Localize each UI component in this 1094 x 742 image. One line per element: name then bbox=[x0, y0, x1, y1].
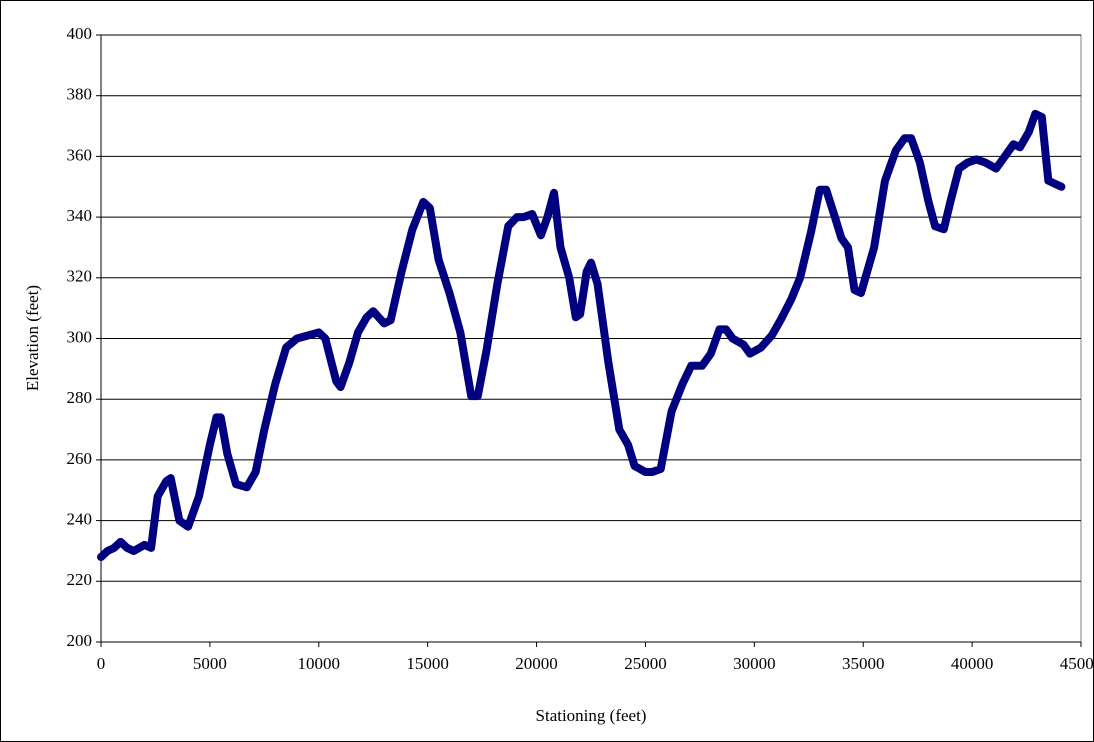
x-tick-label: 20000 bbox=[515, 654, 558, 673]
x-axis-title: Stationing (feet) bbox=[536, 706, 647, 725]
y-tick-label: 220 bbox=[67, 570, 93, 589]
y-tick-label: 380 bbox=[67, 85, 93, 104]
x-tick-label: 0 bbox=[97, 654, 106, 673]
y-tick-label: 320 bbox=[67, 267, 93, 286]
y-tick-label: 280 bbox=[67, 388, 93, 407]
x-tick-label: 15000 bbox=[406, 654, 449, 673]
x-tick-label: 35000 bbox=[842, 654, 885, 673]
data-line bbox=[97, 109, 1066, 562]
y-tick-label: 360 bbox=[67, 145, 93, 164]
y-tick-label: 400 bbox=[67, 24, 93, 43]
y-axis-title: Elevation (feet) bbox=[23, 285, 42, 391]
y-tick-label: 300 bbox=[67, 327, 93, 346]
y-tick-label: 340 bbox=[67, 206, 93, 225]
y-tick-label: 240 bbox=[67, 510, 93, 529]
x-tick-label: 30000 bbox=[733, 654, 776, 673]
x-tick-label: 25000 bbox=[624, 654, 667, 673]
x-tick-label: 10000 bbox=[298, 654, 341, 673]
y-tick-label: 260 bbox=[67, 449, 93, 468]
y-tick-label: 200 bbox=[67, 631, 93, 650]
x-tick-label: 5000 bbox=[193, 654, 227, 673]
x-tick-label: 45000 bbox=[1060, 654, 1094, 673]
x-tick-label: 40000 bbox=[951, 654, 994, 673]
